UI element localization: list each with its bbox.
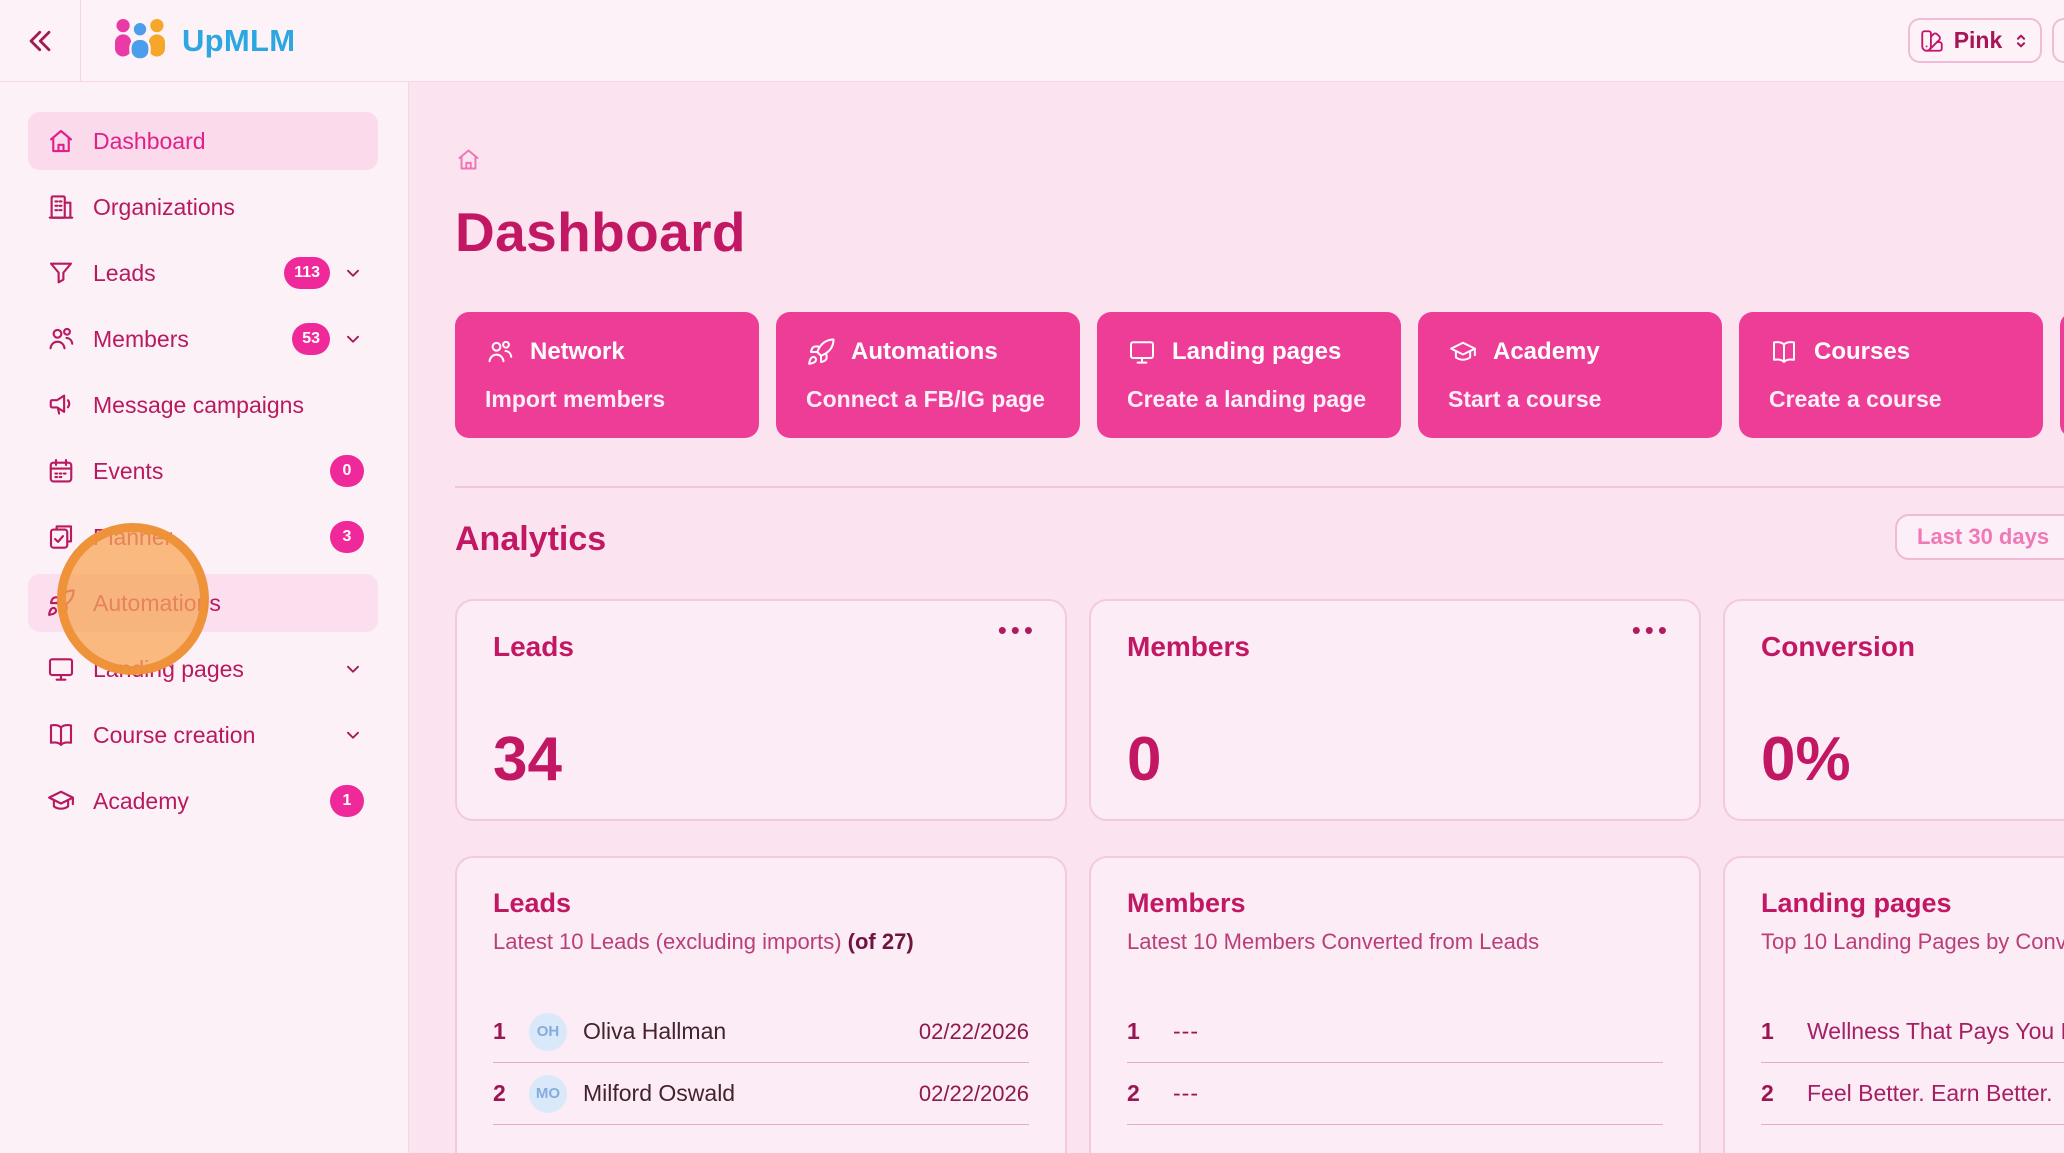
- leads-stat-value: 34: [493, 725, 562, 794]
- megaphone-icon: [46, 390, 76, 420]
- home-icon: [46, 126, 76, 156]
- stats-row: Leads ••• 34 Members ••• 0 Conversion 0%: [455, 599, 2064, 821]
- brand-name: UpMLM: [182, 22, 296, 58]
- quick-action-landing-pages[interactable]: Landing pages Create a landing page: [1097, 312, 1401, 438]
- users-icon: [46, 324, 76, 354]
- section-divider: [455, 486, 2064, 488]
- brand[interactable]: UpMLM: [109, 16, 295, 66]
- quick-action-automations[interactable]: Automations Connect a FB/IG page: [776, 312, 1080, 438]
- leads-count-badge: 113: [284, 257, 330, 289]
- list-subtitle: Latest 10 Leads (excluding imports) (of …: [493, 929, 914, 954]
- chevron-down-icon[interactable]: [342, 328, 364, 350]
- chevrons-left-icon: [25, 26, 55, 56]
- chevron-down-icon[interactable]: [342, 724, 364, 746]
- sidebar-item-academy[interactable]: Academy 1: [28, 772, 378, 830]
- monitor-icon: [46, 654, 76, 684]
- sidebar-item-events[interactable]: Events 0: [28, 442, 378, 500]
- lead-row[interactable]: 1 OH Oliva Hallman 02/22/2026: [493, 1001, 1029, 1063]
- sidebar-item-landing-pages[interactable]: Landing pages: [28, 640, 378, 698]
- list-card-members: Members Latest 10 Members Converted from…: [1089, 856, 1701, 1153]
- sidebar-item-organizations[interactable]: Organizations: [28, 178, 378, 236]
- calendar-icon: [46, 456, 76, 486]
- funnel-icon: [46, 258, 76, 288]
- graduation-cap-icon: [1448, 337, 1478, 367]
- sidebar-item-dashboard[interactable]: Dashboard: [28, 112, 378, 170]
- list-subtitle: Latest 10 Members Converted from Leads: [1127, 929, 1540, 954]
- academy-count-badge: 1: [330, 785, 364, 817]
- quick-action-courses[interactable]: Courses Create a course: [1739, 312, 2043, 438]
- sidebar-item-planner[interactable]: Planner 3: [28, 508, 378, 566]
- topbar: UpMLM Pink: [0, 0, 2064, 82]
- landing-page-row[interactable]: 2 Feel Better. Earn Better.: [1761, 1063, 2064, 1125]
- quick-action-partial[interactable]: C: [2060, 312, 2064, 438]
- sidebar-item-course-creation[interactable]: Course creation: [28, 706, 378, 764]
- home-icon: [455, 146, 482, 173]
- sidebar-collapse-button[interactable]: [0, 0, 81, 81]
- list-subtitle: Top 10 Landing Pages by Convers: [1761, 929, 2064, 954]
- upmlm-logo-icon: [109, 16, 171, 66]
- theme-picker-button[interactable]: Pink: [1908, 18, 2042, 63]
- avatar: MO: [529, 1074, 567, 1113]
- rocket-icon: [806, 337, 836, 367]
- page-title: Dashboard: [455, 201, 746, 263]
- book-open-icon: [46, 720, 76, 750]
- breadcrumb[interactable]: [455, 146, 2064, 178]
- chevron-down-icon[interactable]: [342, 262, 364, 284]
- chevrons-up-down-icon: [2011, 31, 2031, 51]
- conversion-stat-value: 0%: [1761, 725, 1851, 794]
- ellipsis-menu-icon[interactable]: •••: [997, 615, 1037, 645]
- quick-action-academy[interactable]: Academy Start a course: [1418, 312, 1722, 438]
- ellipsis-menu-icon[interactable]: •••: [1631, 615, 1671, 645]
- lists-row: Leads Latest 10 Leads (excluding imports…: [455, 856, 2064, 1153]
- events-count-badge: 0: [330, 455, 364, 487]
- sidebar: Dashboard Organizations Leads 113 Member…: [0, 82, 409, 1153]
- planner-count-badge: 3: [330, 521, 364, 553]
- stat-card-members: Members ••• 0: [1089, 599, 1701, 821]
- stat-card-leads: Leads ••• 34: [455, 599, 1067, 821]
- main-content: Dashboard Network Import members Automat…: [409, 82, 2064, 1153]
- list-card-leads: Leads Latest 10 Leads (excluding imports…: [455, 856, 1067, 1153]
- sidebar-item-leads[interactable]: Leads 113: [28, 244, 378, 302]
- quick-action-network[interactable]: Network Import members: [455, 312, 759, 438]
- list-card-landing-pages: Landing pages Top 10 Landing Pages by Co…: [1723, 856, 2064, 1153]
- theme-picker-label: Pink: [1953, 27, 2003, 53]
- rocket-icon: [46, 588, 76, 618]
- members-stat-value: 0: [1127, 725, 1162, 794]
- date-range-filter[interactable]: Last 30 days 01/2: [1895, 514, 2064, 560]
- sidebar-item-automations[interactable]: Automations: [28, 574, 378, 632]
- member-row[interactable]: 2 ---: [1127, 1063, 1663, 1125]
- lead-row[interactable]: 2 MO Milford Oswald 02/22/2026: [493, 1063, 1029, 1125]
- users-icon: [485, 337, 515, 367]
- analytics-heading: Analytics: [455, 520, 607, 558]
- swatch-icon: [1919, 28, 1945, 54]
- sidebar-item-members[interactable]: Members 53: [28, 310, 378, 368]
- monitor-icon: [1127, 337, 1157, 367]
- landing-page-row[interactable]: 1 Wellness That Pays You Back: [1761, 1001, 2064, 1063]
- building-icon: [46, 192, 76, 222]
- avatar: OH: [529, 1012, 567, 1051]
- chevron-down-icon[interactable]: [342, 658, 364, 680]
- clipboard-check-icon: [46, 522, 76, 552]
- book-open-icon: [1769, 337, 1799, 367]
- graduation-cap-icon: [46, 786, 76, 816]
- stat-card-conversion: Conversion 0%: [1723, 599, 2064, 821]
- analytics-header: Analytics Last 30 days 01/2: [455, 514, 2064, 560]
- members-count-badge: 53: [292, 323, 330, 355]
- sidebar-item-message-campaigns[interactable]: Message campaigns: [28, 376, 378, 434]
- topbar-edge-button[interactable]: [2052, 18, 2064, 63]
- quick-actions-row: Network Import members Automations Conne…: [455, 312, 2064, 438]
- member-row[interactable]: 1 ---: [1127, 1001, 1663, 1063]
